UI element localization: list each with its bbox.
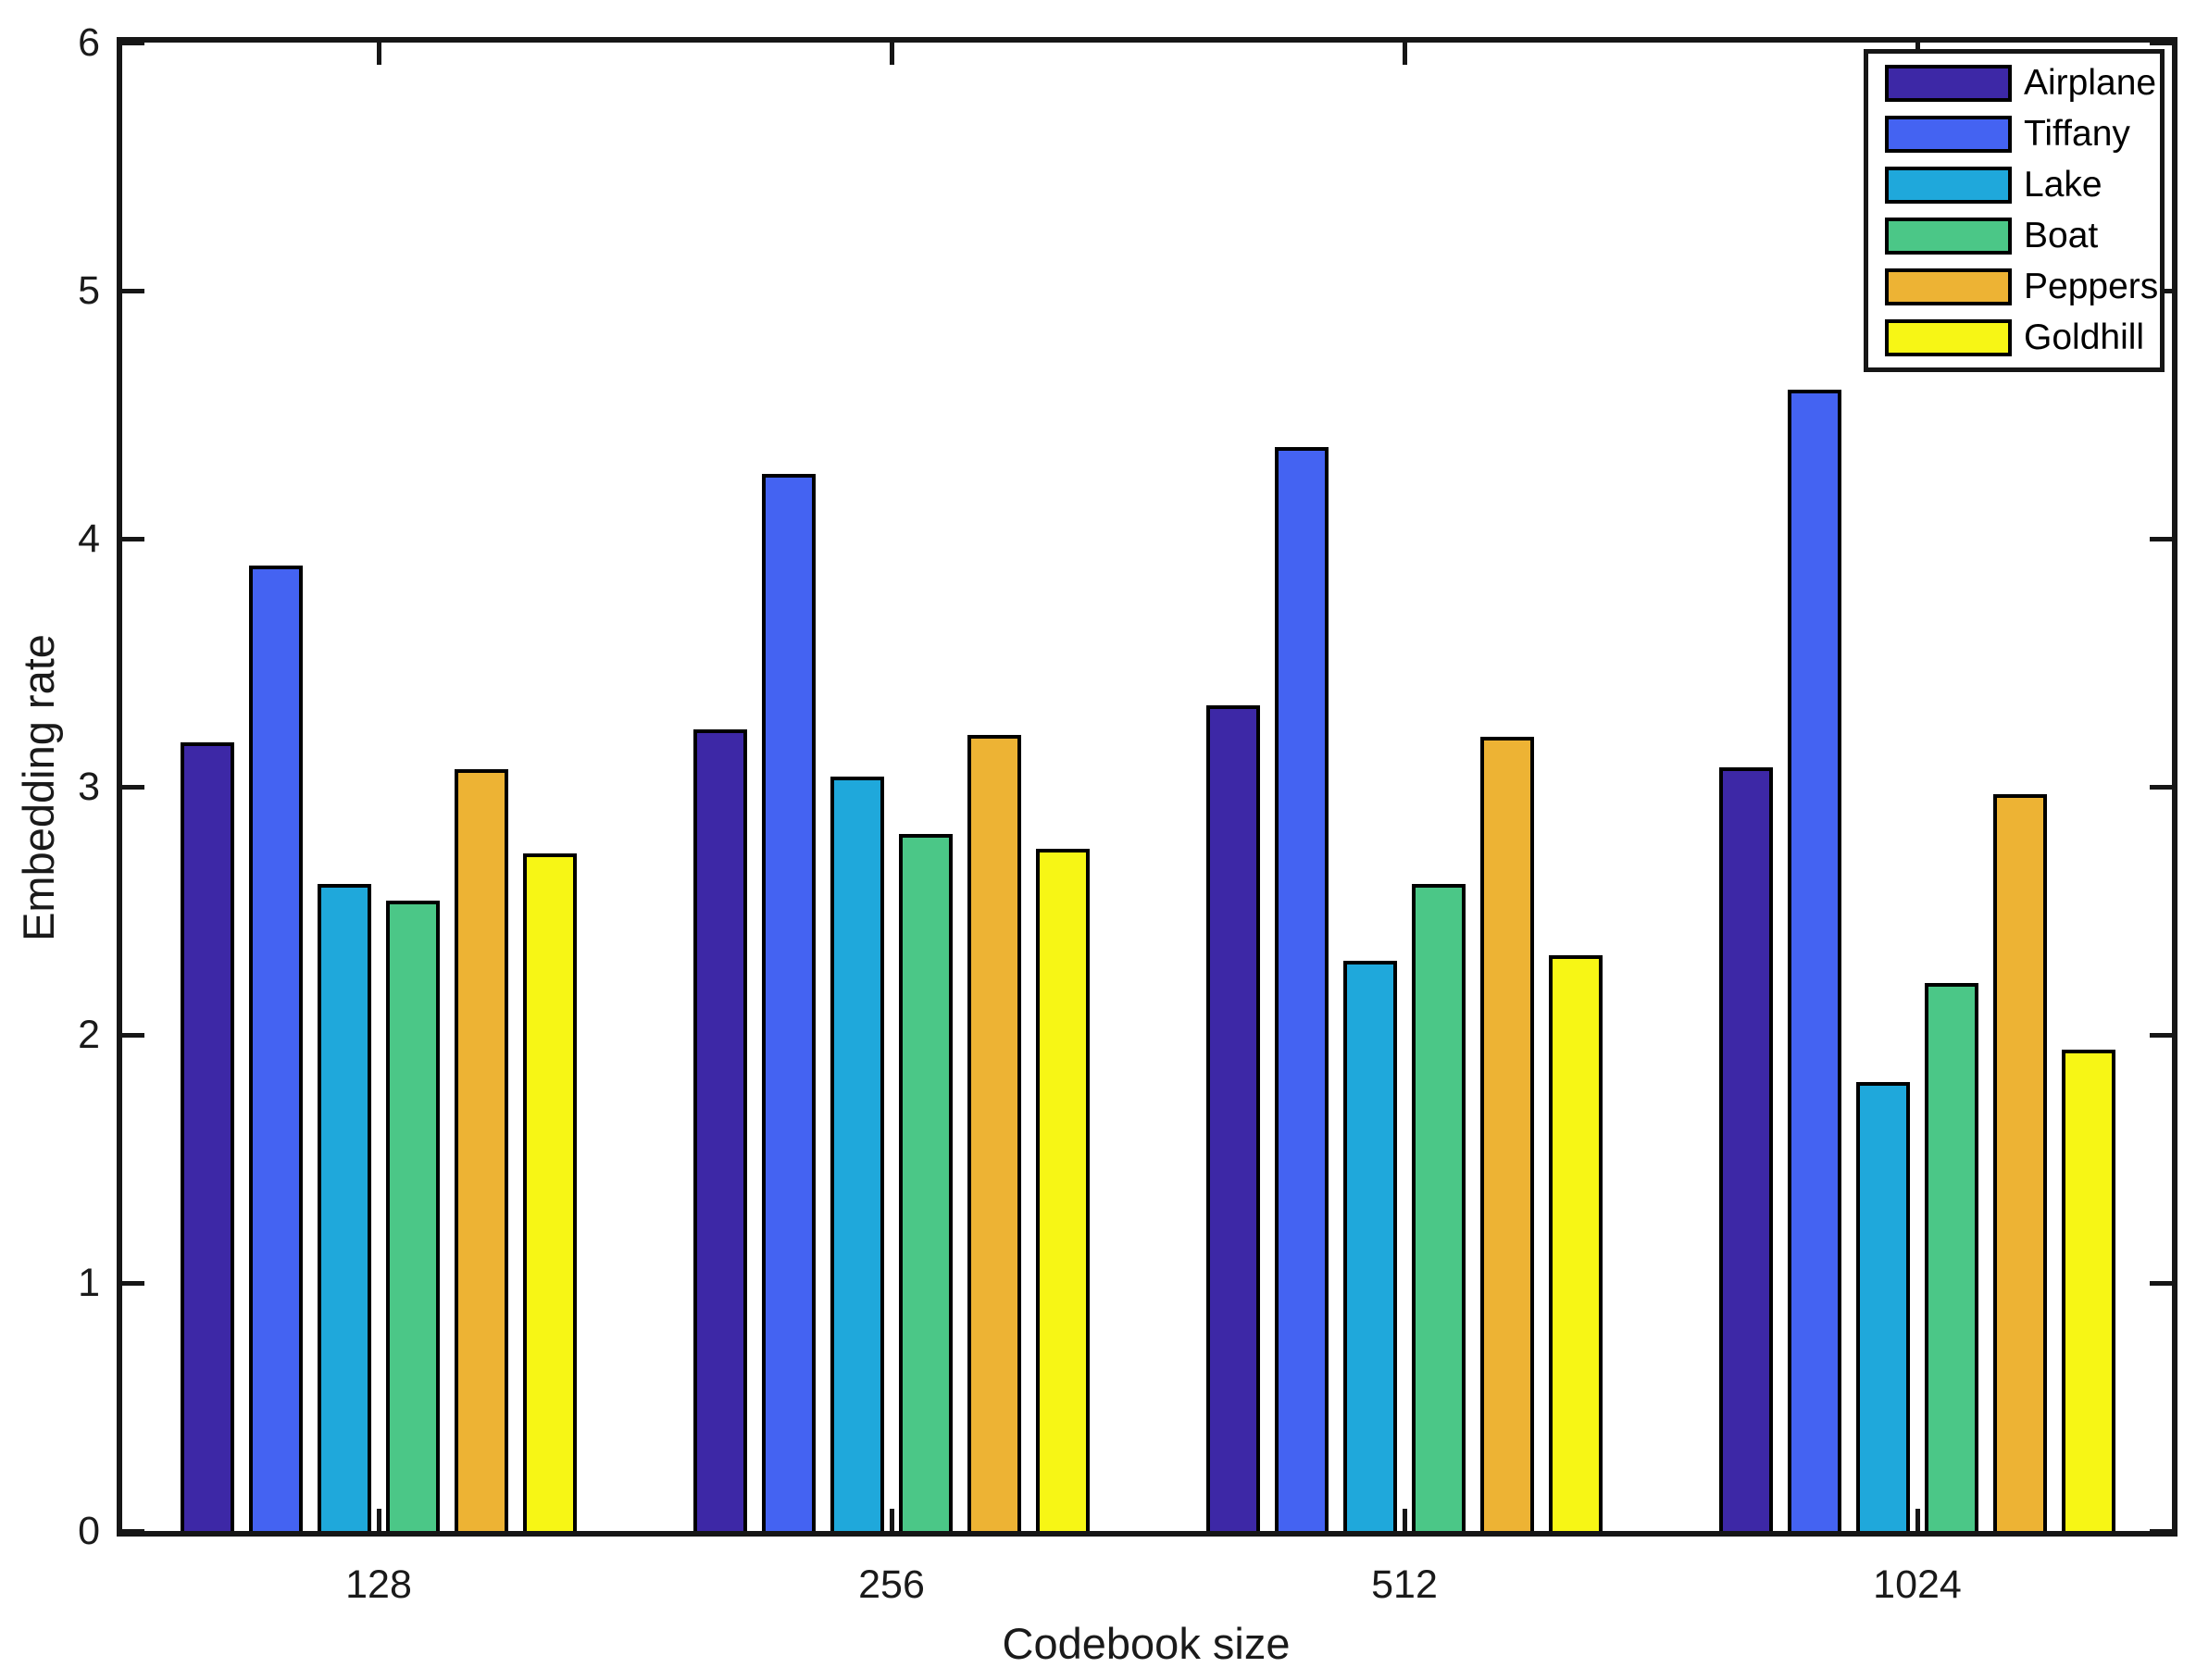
bar-goldhill-1024: [2062, 1050, 2115, 1531]
legend-label-goldhill: Goldhill: [2024, 317, 2145, 357]
legend-swatch-goldhill: [1885, 319, 2012, 356]
y-tick-label-0: 0: [78, 1509, 100, 1553]
y-tick-left-3: [122, 785, 144, 790]
bar-tiffany-512: [1275, 447, 1329, 1531]
bar-lake-1024: [1856, 1082, 1910, 1531]
legend-item-lake: Lake: [1868, 165, 2160, 205]
bar-goldhill-512: [1549, 955, 1603, 1531]
bar-tiffany-128: [249, 566, 303, 1531]
x-tick-bottom-1024: [1915, 1509, 1920, 1531]
legend-item-airplane: Airplane: [1868, 63, 2160, 103]
bar-airplane-512: [1206, 705, 1260, 1531]
y-tick-left-2: [122, 1033, 144, 1038]
legend-swatch-airplane: [1885, 65, 2012, 102]
bar-boat-1024: [1925, 983, 1978, 1531]
bar-boat-256: [899, 834, 953, 1531]
bar-lake-128: [318, 884, 371, 1531]
x-tick-label-256: 256: [858, 1562, 925, 1607]
y-tick-left-1: [122, 1281, 144, 1286]
legend-item-boat: Boat: [1868, 216, 2160, 255]
legend-swatch-lake: [1885, 167, 2012, 204]
legend-swatch-tiffany: [1885, 116, 2012, 153]
bar-peppers-128: [455, 769, 508, 1531]
x-tick-bottom-512: [1403, 1509, 1407, 1531]
bar-tiffany-256: [762, 474, 816, 1531]
bar-boat-128: [386, 901, 440, 1531]
y-tick-right-3: [2150, 785, 2172, 790]
x-tick-label-512: 512: [1371, 1562, 1438, 1607]
y-tick-left-0: [122, 1529, 144, 1534]
y-tick-label-5: 5: [78, 268, 100, 313]
bar-airplane-128: [181, 742, 234, 1531]
x-tick-top-512: [1403, 43, 1407, 65]
y-tick-right-1: [2150, 1281, 2172, 1286]
x-tick-label-128: 128: [345, 1562, 412, 1607]
bar-boat-512: [1412, 884, 1466, 1531]
legend-label-airplane: Airplane: [2024, 63, 2157, 103]
bar-airplane-256: [693, 729, 747, 1531]
y-tick-left-4: [122, 537, 144, 541]
bar-lake-256: [830, 777, 884, 1531]
y-tick-label-3: 3: [78, 765, 100, 809]
legend-label-boat: Boat: [2024, 216, 2099, 255]
legend-swatch-boat: [1885, 218, 2012, 255]
y-tick-left-6: [122, 41, 144, 45]
legend-label-peppers: Peppers: [2024, 267, 2159, 306]
legend-swatch-peppers: [1885, 268, 2012, 305]
x-tick-bottom-256: [890, 1509, 894, 1531]
legend-item-peppers: Peppers: [1868, 267, 2160, 306]
y-tick-right-2: [2150, 1033, 2172, 1038]
bar-goldhill-128: [523, 853, 577, 1531]
y-tick-right-0: [2150, 1529, 2172, 1534]
x-axis-label: Codebook size: [1002, 1619, 1291, 1668]
y-tick-label-6: 6: [78, 20, 100, 65]
bar-airplane-1024: [1719, 767, 1773, 1531]
x-tick-bottom-128: [377, 1509, 381, 1531]
legend-item-goldhill: Goldhill: [1868, 317, 2160, 357]
x-tick-top-256: [890, 43, 894, 65]
legend-label-lake: Lake: [2024, 165, 2102, 205]
y-tick-left-5: [122, 289, 144, 293]
legend: Airplane Tiffany Lake Boat Peppers Goldhill: [1864, 49, 2165, 372]
bar-peppers-256: [967, 735, 1021, 1531]
bar-peppers-1024: [1993, 794, 2047, 1531]
bar-tiffany-1024: [1788, 390, 1841, 1531]
y-tick-label-1: 1: [78, 1261, 100, 1305]
y-tick-right-4: [2150, 537, 2172, 541]
x-tick-top-128: [377, 43, 381, 65]
y-tick-right-6: [2150, 41, 2172, 45]
bar-peppers-512: [1480, 737, 1534, 1531]
bar-goldhill-256: [1036, 849, 1090, 1531]
y-tick-label-4: 4: [78, 516, 100, 561]
y-tick-label-2: 2: [78, 1013, 100, 1057]
legend-item-tiffany: Tiffany: [1868, 114, 2160, 154]
x-tick-label-1024: 1024: [1873, 1562, 1962, 1607]
legend-label-tiffany: Tiffany: [2024, 114, 2130, 154]
plot-area: [117, 37, 2177, 1537]
bar-lake-512: [1343, 961, 1397, 1531]
